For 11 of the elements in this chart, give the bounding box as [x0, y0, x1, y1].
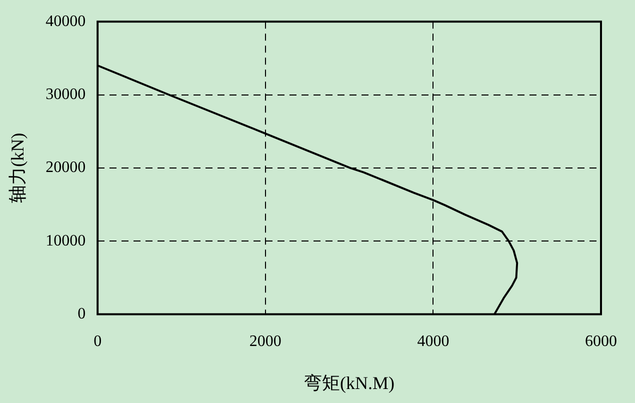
- y-axis-title: 轴力(kN): [8, 132, 28, 203]
- y-tick-label: 40000: [46, 12, 86, 30]
- x-tick-label: 2000: [249, 333, 282, 350]
- y-tick-label: 10000: [46, 232, 86, 250]
- x-tick-label: 4000: [417, 333, 450, 350]
- y-tick-label: 0: [78, 305, 86, 322]
- x-axis-title: 弯矩(kN.M): [304, 372, 395, 393]
- y-tick-label: 30000: [46, 86, 86, 103]
- y-tick-label: 20000: [46, 159, 86, 176]
- x-tick-label: 6000: [585, 333, 617, 350]
- x-tick-label: 0: [94, 333, 102, 350]
